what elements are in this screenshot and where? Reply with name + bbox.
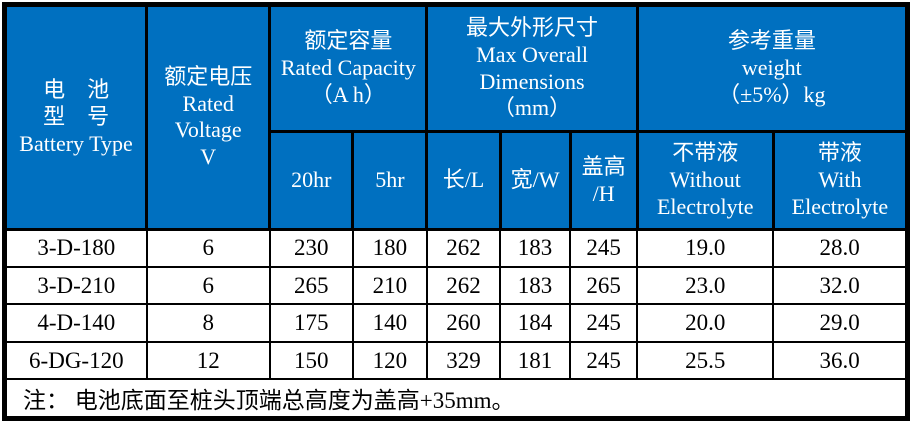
cell-width: 183: [499, 228, 572, 268]
cell-cover-height: 245: [569, 228, 639, 268]
cell-cover-height: 265: [569, 265, 639, 306]
cell-cover-height: 245: [569, 340, 639, 381]
table-row: 3-D-180 6 230 180 262 183 245 19.0 28.0: [3, 228, 909, 268]
header-without-electrolyte: 不带液 Without Electrolyte: [635, 130, 775, 231]
cell-width: 181: [499, 340, 572, 381]
cell-capacity-20hr: 230: [268, 228, 354, 268]
header-capacity-20hr: 20hr: [268, 130, 355, 231]
header-rated-capacity: 额定容量 Rated Capacity （A h）: [268, 2, 429, 134]
header-width: 宽/W: [498, 130, 572, 231]
cell-voltage: 6: [145, 265, 271, 306]
header-row-sub: 20hr 5hr 长/L 宽/W 盖高 /H 不带液 Without Elect…: [5, 130, 910, 231]
cell-weight-wet: 32.0: [772, 265, 909, 306]
cell-battery-type: 6-DG-120: [3, 340, 148, 381]
cell-capacity-20hr: 265: [268, 265, 354, 306]
header-battery-type: 电 池 型 号 Battery Type: [2, 3, 149, 231]
cell-width: 184: [499, 303, 572, 343]
cell-battery-type: 4-D-140: [3, 303, 148, 343]
cell-capacity-5hr: 120: [351, 340, 428, 381]
header-ref-weight: 参考重量 weight （±5%）kg: [635, 2, 910, 134]
header-row-groups: 电 池 型 号 Battery Type 额定电压 Rated Voltage …: [2, 2, 910, 231]
cell-voltage: 8: [145, 303, 271, 343]
cell-cover-height: 245: [569, 303, 639, 343]
header-with-electrolyte: 带液 With Electrolyte: [771, 130, 910, 231]
cell-length: 329: [425, 340, 502, 381]
cell-weight-dry: 19.0: [636, 228, 775, 268]
cell-weight-dry: 20.0: [636, 303, 775, 343]
cell-battery-type: 3-D-210: [3, 265, 148, 306]
header-cover-height: 盖高 /H: [568, 130, 639, 231]
header-length: 长/L: [425, 130, 502, 231]
note-row: 注： 电池底面至桩头顶端总高度为盖高+35mm。: [3, 378, 909, 420]
cell-capacity-5hr: 140: [351, 303, 428, 343]
table-row: 3-D-210 6 265 210 262 183 265 23.0 32.0: [3, 265, 909, 306]
cell-voltage: 12: [145, 340, 271, 381]
cell-capacity-20hr: 175: [268, 303, 354, 343]
cell-weight-dry: 25.5: [636, 340, 775, 381]
cell-length: 262: [425, 228, 502, 268]
cell-battery-type: 3-D-180: [3, 228, 148, 268]
cell-capacity-20hr: 150: [268, 340, 354, 381]
note-text: 注： 电池底面至桩头顶端总高度为盖高+35mm。: [3, 378, 909, 420]
cell-length: 260: [425, 303, 502, 343]
cell-weight-wet: 36.0: [772, 340, 909, 381]
header-rated-voltage: 额定电压 Rated Voltage V: [145, 3, 272, 231]
cell-weight-dry: 23.0: [636, 265, 775, 306]
cell-capacity-5hr: 210: [351, 265, 428, 306]
table-row: 6-DG-120 12 150 120 329 181 245 25.5 36.…: [3, 340, 909, 381]
header-capacity-5hr: 5hr: [351, 130, 429, 231]
cell-width: 183: [499, 265, 572, 306]
cell-length: 262: [425, 265, 502, 306]
table-row: 4-D-140 8 175 140 260 184 245 20.0 29.0: [3, 303, 909, 343]
header-max-dimensions: 最大外形尺寸 Max Overall Dimensions （mm）: [425, 2, 639, 134]
cell-weight-wet: 29.0: [772, 303, 909, 343]
cell-capacity-5hr: 180: [351, 228, 428, 268]
cell-weight-wet: 28.0: [772, 228, 909, 268]
cell-voltage: 6: [145, 228, 271, 268]
